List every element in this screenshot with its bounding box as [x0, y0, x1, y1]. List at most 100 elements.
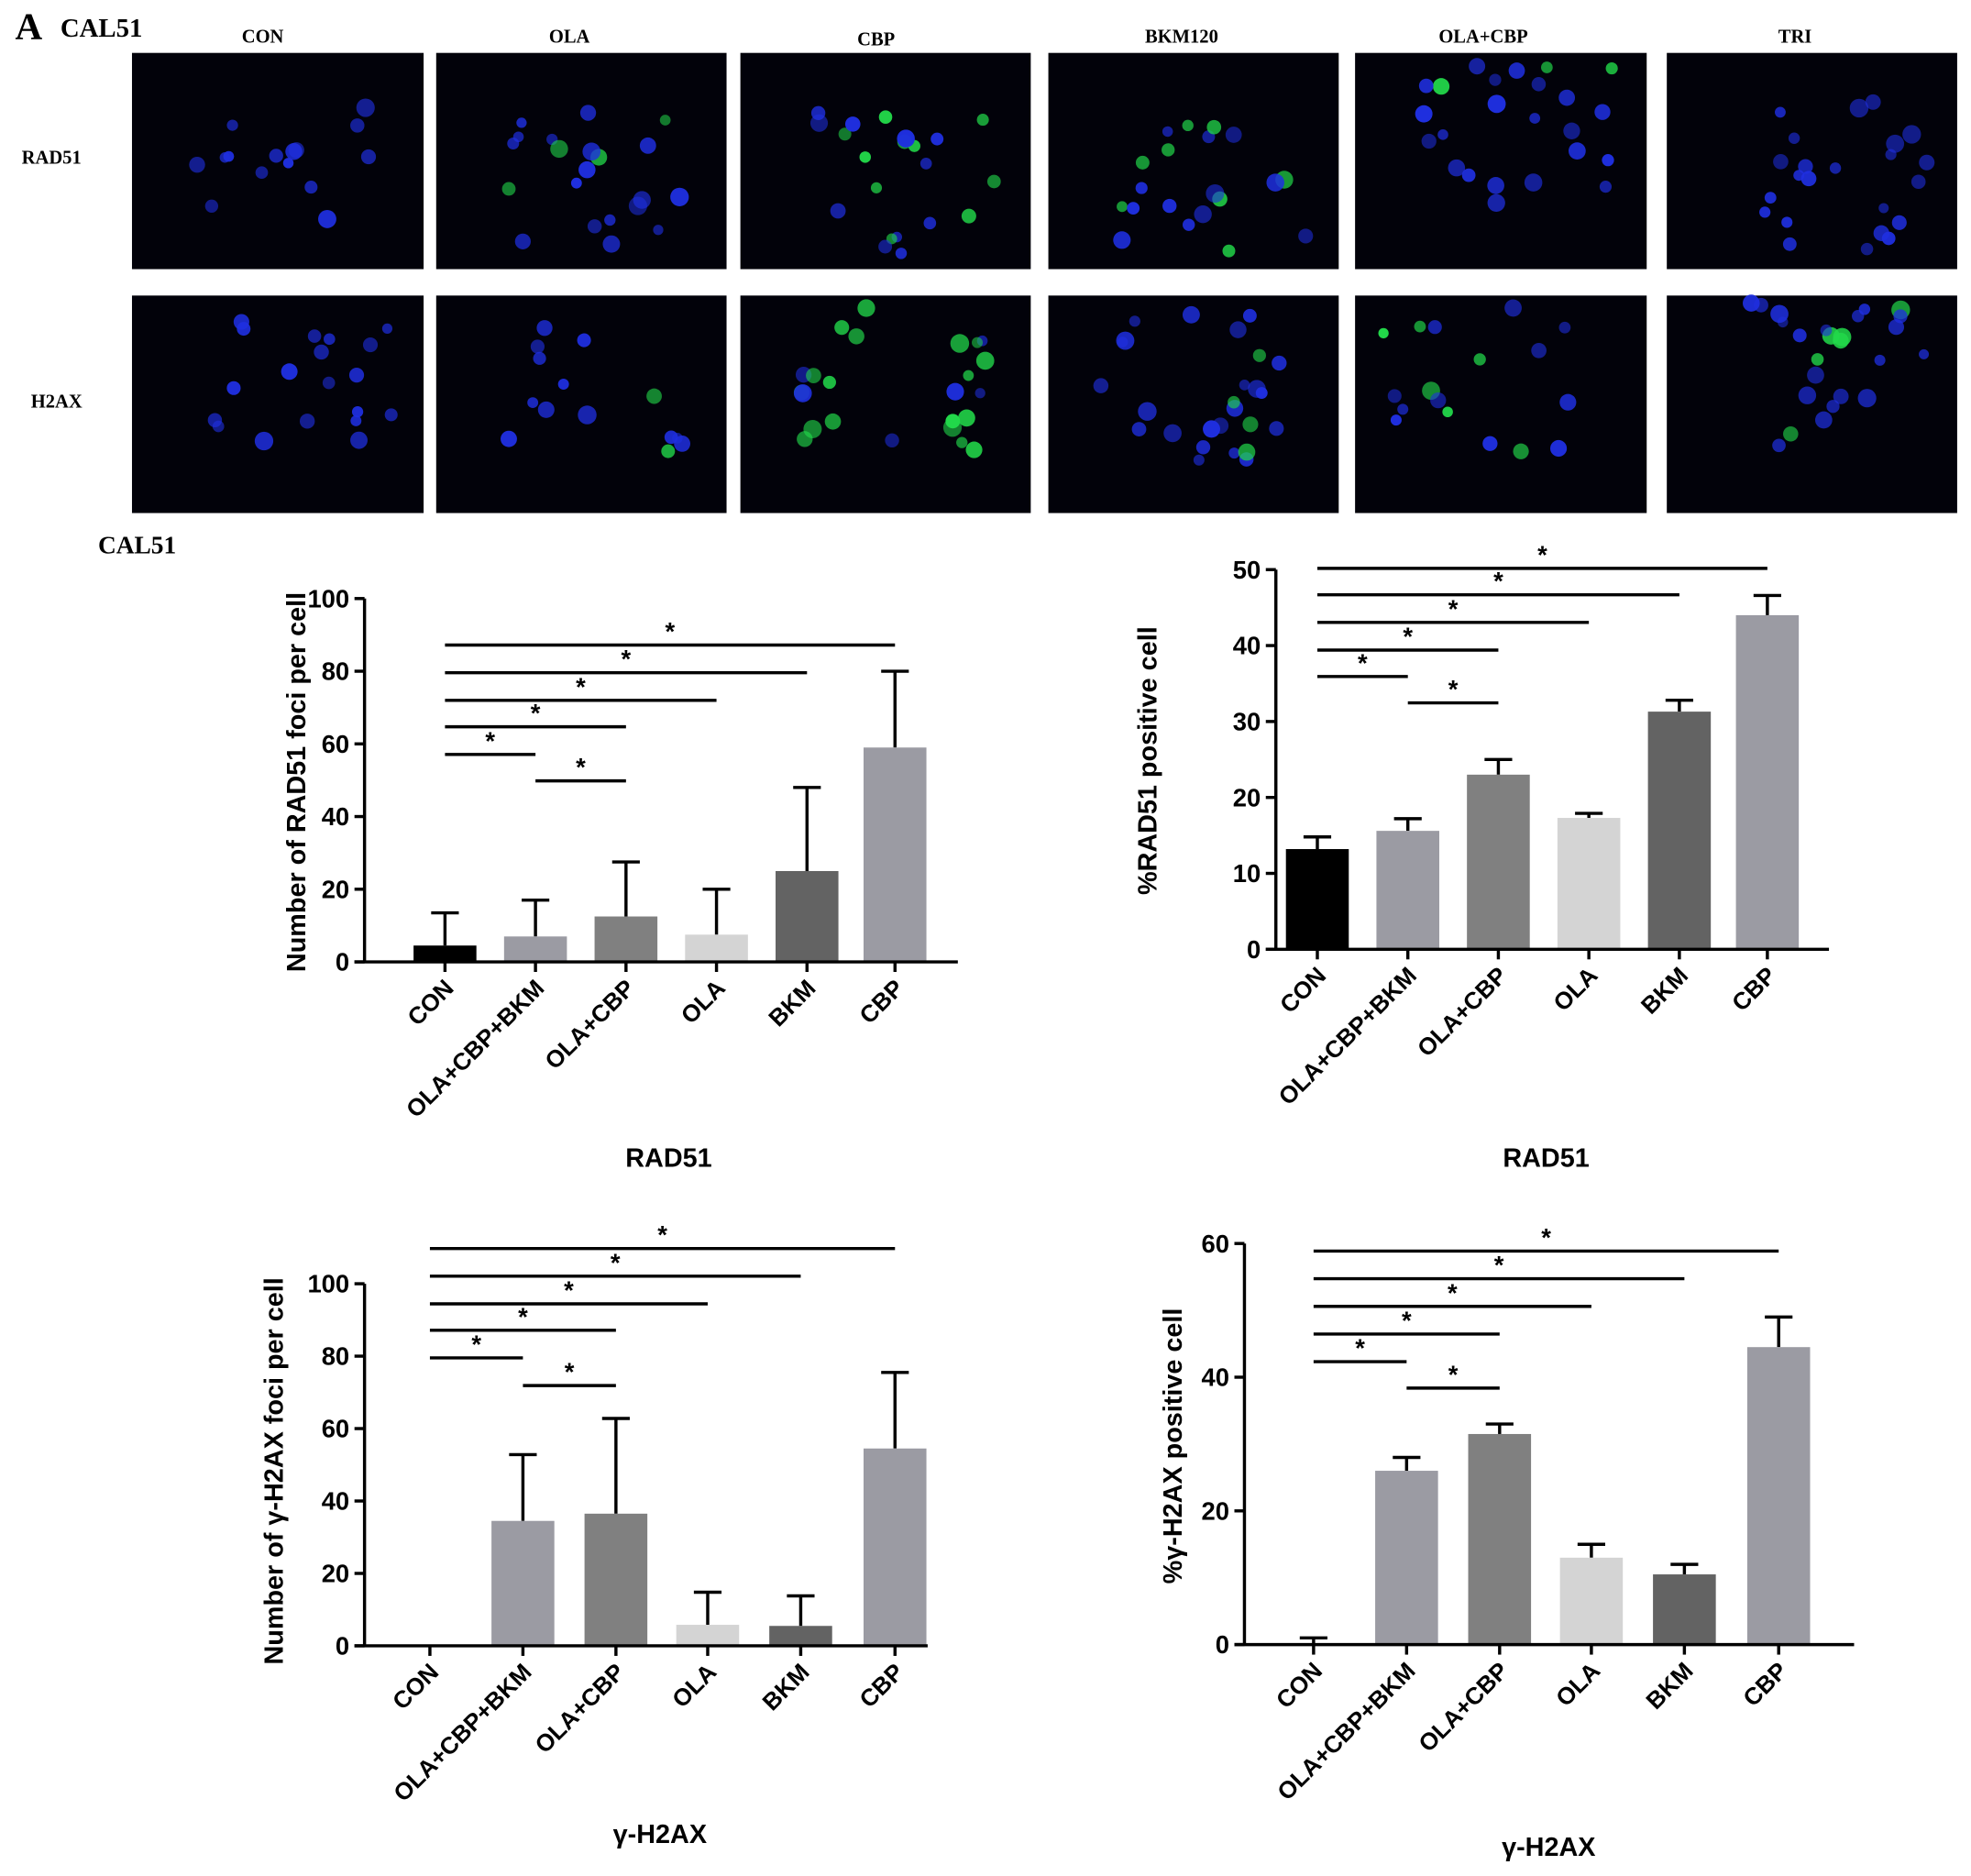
x-tick-label: BKM [1635, 962, 1693, 1020]
x-tick-label: CON [1271, 1657, 1327, 1714]
nucleus [219, 152, 231, 163]
nucleus [1772, 438, 1786, 453]
nucleus [793, 384, 812, 403]
nucleus [1239, 380, 1250, 391]
foci-cell [958, 409, 975, 427]
x-tick-label: OLA [1547, 961, 1602, 1016]
nucleus [579, 105, 597, 121]
nucleus [323, 333, 336, 346]
foci-cell [1605, 61, 1618, 75]
significance-marker: * [1541, 1223, 1551, 1252]
y-tick-label: 40 [322, 802, 349, 831]
significance-marker: * [1403, 623, 1413, 651]
nucleus [501, 430, 517, 447]
row-label-rad51: RAD51 [22, 148, 82, 168]
panel-letter: A [15, 6, 42, 48]
significance-marker: * [1448, 1278, 1458, 1307]
nucleus [1807, 366, 1824, 384]
nucleus [537, 401, 555, 418]
x-tick-label: OLA+CBP [529, 1658, 630, 1759]
nucleus [1255, 387, 1268, 400]
nucleus [356, 98, 375, 117]
nucleus [351, 406, 364, 418]
cell-line-label: CAL51 [61, 14, 143, 43]
nucleus [1800, 171, 1817, 187]
nucleus [536, 320, 553, 337]
nucleus [923, 216, 937, 230]
x-tick-label: CBP [1726, 962, 1781, 1017]
nucleus [1116, 331, 1135, 350]
foci-cell [950, 334, 970, 353]
nucleus [1910, 174, 1926, 190]
nucleus [1886, 134, 1905, 153]
foci-cell [806, 368, 821, 383]
foci-cell [956, 436, 968, 448]
nucleus [1559, 393, 1577, 411]
bar-ola+cbp [1467, 774, 1530, 950]
chart-title: γ-H2AX [613, 1820, 707, 1849]
bar-cbp [863, 1448, 927, 1646]
nucleus [207, 413, 223, 427]
micrograph-rad51-cbp [740, 52, 1031, 270]
nucleus [946, 382, 964, 401]
y-tick-label: 40 [1202, 1363, 1229, 1392]
nucleus [578, 160, 596, 179]
foci-cell [550, 139, 568, 159]
nucleus [1599, 181, 1613, 193]
micrograph-h2ax-cbp [740, 295, 1031, 513]
y-tick-label: 40 [1233, 632, 1261, 660]
significance-marker: * [576, 672, 586, 701]
bar-con [1285, 849, 1349, 950]
y-tick-label: 40 [322, 1487, 349, 1516]
nucleus [885, 433, 899, 447]
micrograph-h2ax-bkm120 [1048, 295, 1339, 513]
nucleus [269, 149, 283, 163]
significance-marker: * [531, 699, 541, 727]
foci-cell [961, 208, 976, 224]
foci-cell [501, 182, 516, 196]
foci-cell [1206, 119, 1222, 135]
significance-marker: * [1448, 1360, 1459, 1388]
nucleus [1415, 105, 1433, 123]
nucleus [1833, 388, 1849, 404]
foci-cell [1442, 406, 1453, 418]
y-tick-label: 20 [322, 875, 349, 903]
nucleus [1448, 159, 1466, 177]
significance-marker: * [518, 1302, 528, 1330]
micrograph-h2ax-ola+cbp [1355, 295, 1647, 513]
foci-cell [1414, 320, 1426, 333]
nucleus [318, 209, 336, 228]
nucleus [1857, 389, 1877, 408]
nucleus [1919, 348, 1930, 359]
nucleus [350, 431, 368, 449]
charts-cell-line-label: CAL51 [98, 531, 176, 558]
significance-marker: * [564, 1276, 574, 1305]
significance-marker: * [1358, 648, 1368, 677]
chart-title: RAD51 [625, 1144, 711, 1174]
foci-cell [857, 299, 875, 317]
nucleus [1135, 182, 1148, 194]
nucleus [1162, 198, 1177, 214]
foci-cell [1473, 353, 1486, 366]
foci-cell [1242, 416, 1259, 433]
nucleus [1792, 328, 1807, 343]
x-tick-label: CBP [853, 974, 908, 1029]
nucleus [350, 414, 362, 426]
y-axis-label: Number of RAD51 foci per cell [282, 592, 312, 972]
nucleus [1888, 319, 1905, 336]
bar-ola [685, 934, 748, 963]
bar-ola [676, 1625, 740, 1646]
nucleus [1764, 192, 1777, 204]
nucleus [1182, 305, 1200, 324]
column-label-tri: TRI [1778, 28, 1812, 48]
nucleus [1531, 342, 1547, 359]
bar-bkm [776, 870, 839, 963]
significance-marker: * [622, 645, 632, 673]
bar-ola+cbp+bkm [1376, 831, 1439, 950]
nucleus [1902, 125, 1921, 144]
nucleus [1504, 299, 1522, 317]
micrograph-rad51-bkm120 [1048, 52, 1339, 270]
nucleus [577, 333, 591, 348]
nucleus [844, 116, 861, 132]
nucleus [1129, 315, 1140, 327]
